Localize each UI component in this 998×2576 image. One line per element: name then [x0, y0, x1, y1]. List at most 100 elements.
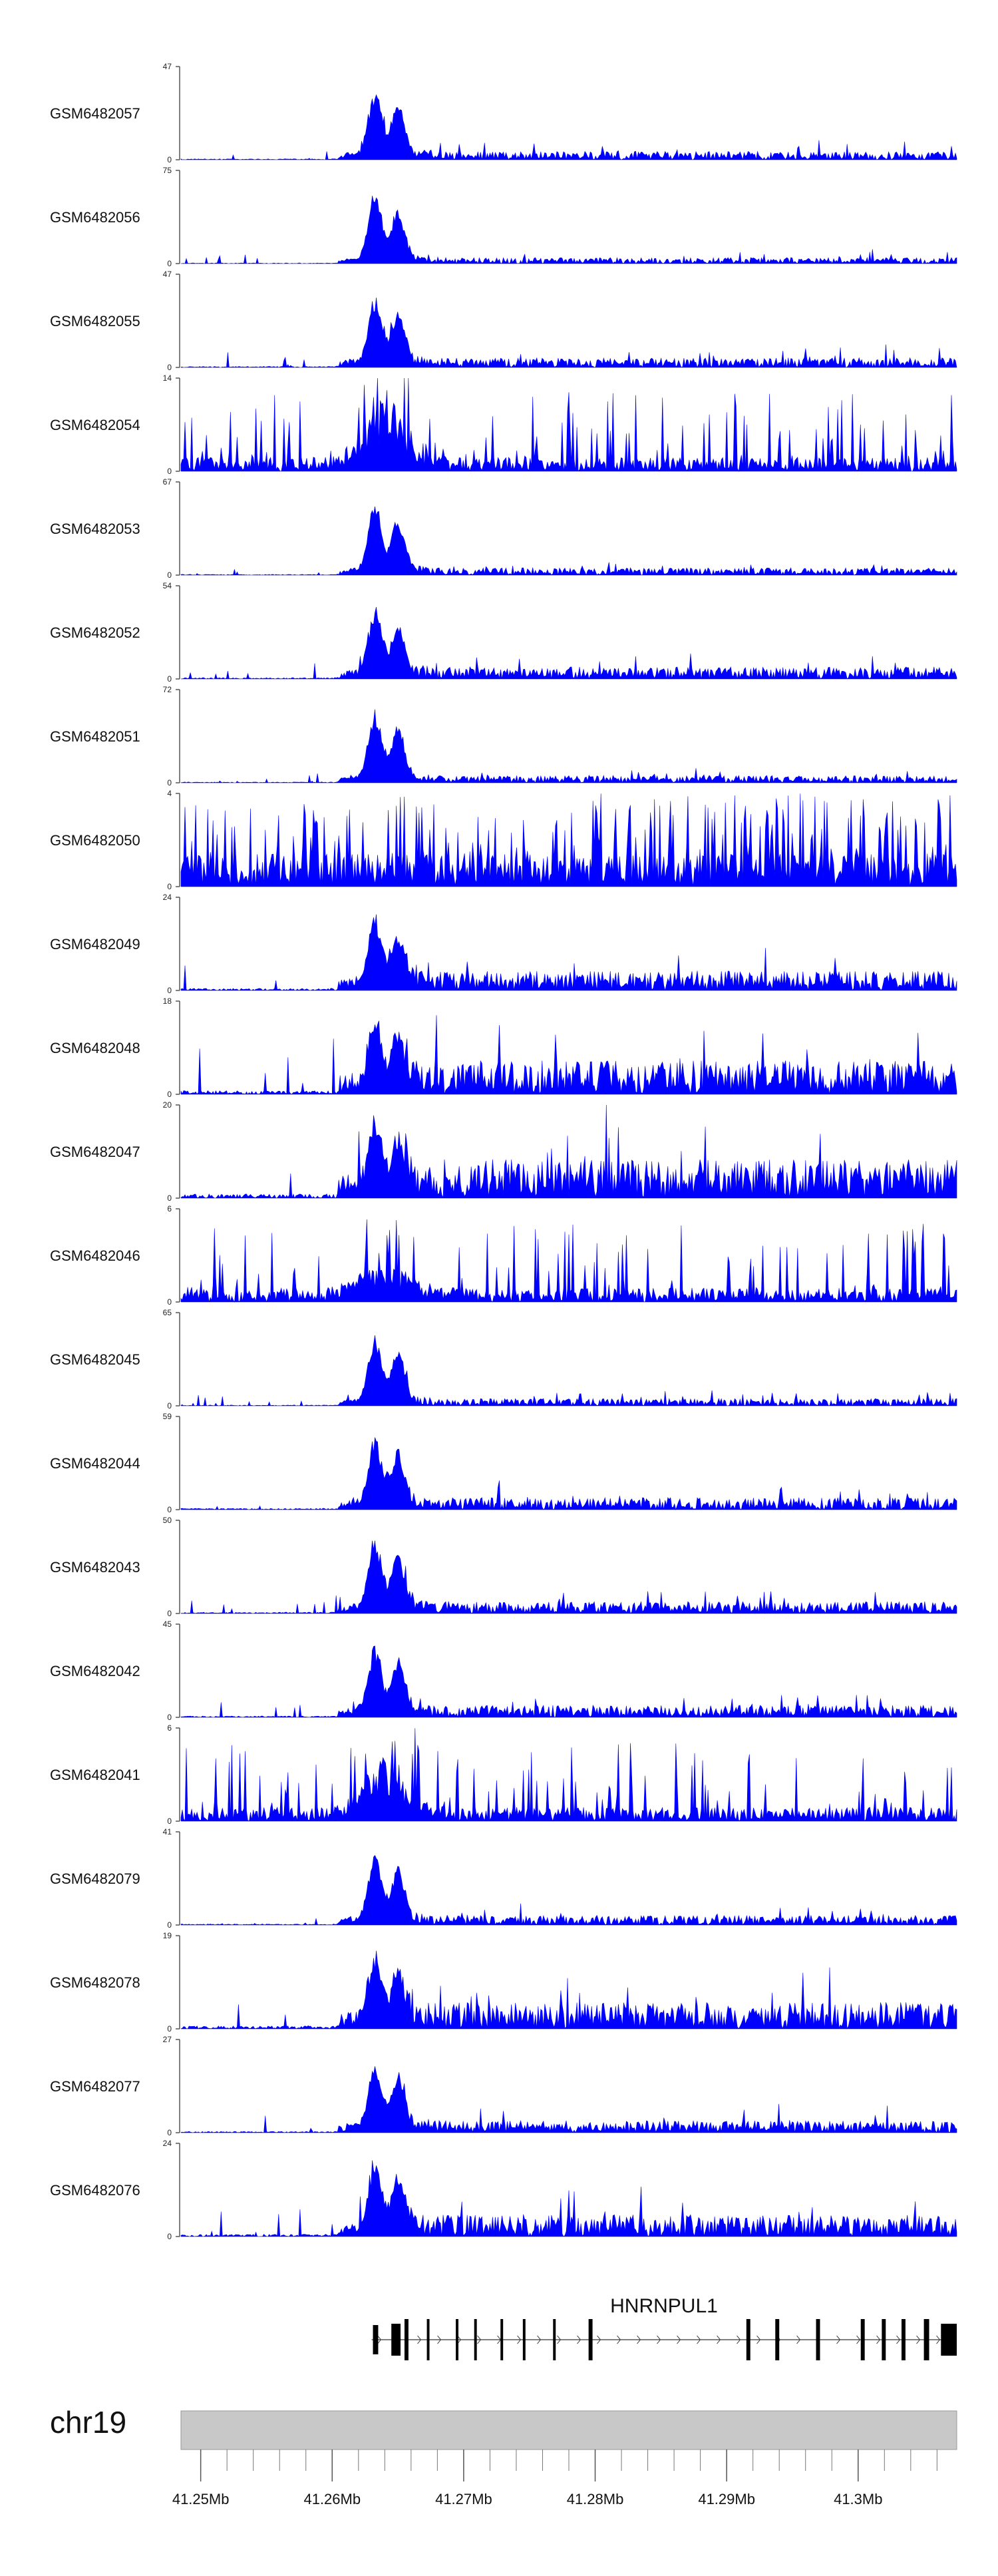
coverage-area: [180, 2066, 957, 2133]
track-sample-label: GSM6482044: [50, 1455, 140, 1472]
position-label: 41.26Mb: [303, 2491, 361, 2507]
track-sample-label: GSM6482042: [50, 1663, 140, 1679]
y-max-label: 47: [163, 270, 172, 279]
exon: [588, 2319, 593, 2360]
track-GSM6482052: GSM6482052 54 0: [50, 581, 957, 684]
exon: [426, 2319, 430, 2360]
track-sample-label: GSM6482077: [50, 2078, 140, 2095]
track-GSM6482079: GSM6482079 41 0: [50, 1827, 957, 1930]
y-min-label: 0: [167, 1817, 172, 1826]
coverage-area: [180, 196, 957, 265]
track-GSM6482044: GSM6482044 59 0: [50, 1412, 957, 1514]
strand-arrow: [517, 2335, 522, 2344]
track-GSM6482046: GSM6482046 6 0: [50, 1204, 957, 1307]
strand-arrow: [936, 2335, 941, 2344]
exon: [474, 2319, 477, 2360]
strand-arrow: [717, 2335, 721, 2344]
y-max-label: 45: [163, 1619, 172, 1629]
track-sample-label: GSM6482055: [50, 313, 140, 329]
strand-arrow: [537, 2335, 542, 2344]
strand-arrow: [836, 2335, 841, 2344]
track-GSM6482054: GSM6482054 14 0: [50, 373, 957, 476]
coverage-tracks: GSM6482057470GSM6482056750GSM6482055470G…: [50, 62, 957, 2241]
coverage-area: [180, 1219, 957, 1303]
y-min-label: 0: [167, 2232, 172, 2241]
exon: [746, 2319, 750, 2360]
y-min-label: 0: [167, 1193, 172, 1203]
track-sample-label: GSM6482041: [50, 1767, 140, 1783]
track-GSM6482041: GSM6482041 6 0: [50, 1723, 957, 1826]
exon: [860, 2319, 865, 2360]
strand-arrow: [557, 2335, 562, 2344]
coverage-area: [180, 377, 957, 473]
track-sample-label: GSM6482076: [50, 2182, 140, 2199]
track-sample-label: GSM6482079: [50, 1870, 140, 1887]
track-sample-label: GSM6482051: [50, 728, 140, 745]
y-max-label: 6: [167, 1204, 172, 1213]
strand-arrow: [637, 2335, 641, 2344]
y-min-label: 0: [167, 882, 172, 891]
y-max-label: 41: [163, 1827, 172, 1836]
position-label: 41.25Mb: [172, 2491, 230, 2507]
track-GSM6482078: GSM6482078 19 0: [50, 1931, 957, 2034]
strand-arrow: [377, 2335, 382, 2344]
exon: [775, 2319, 780, 2360]
y-max-label: 19: [163, 1931, 172, 1940]
strand-arrow: [756, 2335, 761, 2344]
exon: [553, 2319, 556, 2360]
y-min-label: 0: [167, 259, 172, 268]
strand-arrow: [896, 2335, 901, 2344]
strand-arrow: [617, 2335, 621, 2344]
coverage-area: [180, 1104, 957, 1199]
track-sample-label: GSM6482053: [50, 521, 140, 537]
strand-arrow: [417, 2335, 422, 2344]
track-sample-label: GSM6482046: [50, 1247, 140, 1264]
y-max-label: 24: [163, 893, 172, 902]
track-sample-label: GSM6482078: [50, 1974, 140, 1991]
gene-label: HNRNPUL1: [610, 2295, 718, 2317]
position-label: 41.29Mb: [698, 2491, 755, 2507]
strand-arrow: [916, 2335, 921, 2344]
y-max-label: 75: [163, 166, 172, 175]
coverage-area: [180, 1540, 957, 1614]
exon: [901, 2319, 906, 2360]
gene-model: HNRNPUL1: [371, 2295, 957, 2360]
strand-arrow: [457, 2335, 462, 2344]
track-sample-label: GSM6482047: [50, 1144, 140, 1160]
y-min-label: 0: [167, 986, 172, 995]
y-max-label: 27: [163, 2035, 172, 2044]
track-GSM6482047: GSM6482047 20 0: [50, 1100, 957, 1203]
coverage-area: [180, 1335, 957, 1407]
track-GSM6482077: GSM6482077 27 0: [50, 2035, 957, 2137]
y-max-label: 59: [163, 1412, 172, 1421]
coverage-area: [180, 1645, 957, 1719]
y-min-label: 0: [167, 363, 172, 372]
y-min-label: 0: [167, 1090, 172, 1099]
y-max-label: 24: [163, 2139, 172, 2148]
coverage-area: [180, 94, 957, 160]
track-sample-label: GSM6482043: [50, 1559, 140, 1576]
position-label: 41.3Mb: [834, 2491, 882, 2507]
exon: [456, 2319, 458, 2360]
track-GSM6482056: GSM6482056 75 0: [50, 166, 957, 268]
exon: [882, 2319, 886, 2360]
chromosome-ideogram: [180, 2410, 957, 2450]
exon: [941, 2324, 957, 2356]
y-min-label: 0: [167, 2024, 172, 2034]
y-min-label: 0: [167, 1609, 172, 1618]
strand-arrow: [677, 2335, 681, 2344]
strand-arrow: [876, 2335, 881, 2344]
track-sample-label: GSM6482056: [50, 209, 140, 226]
coverage-area: [180, 2160, 957, 2237]
y-min-label: 0: [167, 1505, 172, 1514]
track-sample-label: GSM6482057: [50, 105, 140, 122]
y-min-label: 0: [167, 674, 172, 684]
y-min-label: 0: [167, 1920, 172, 1930]
coverage-area: [180, 1015, 957, 1095]
y-max-label: 14: [163, 373, 172, 383]
track-sample-label: GSM6482048: [50, 1040, 140, 1056]
y-min-label: 0: [167, 1297, 172, 1307]
coverage-area: [180, 606, 957, 680]
exon: [373, 2325, 379, 2354]
track-GSM6482055: GSM6482055 47 0: [50, 270, 957, 372]
